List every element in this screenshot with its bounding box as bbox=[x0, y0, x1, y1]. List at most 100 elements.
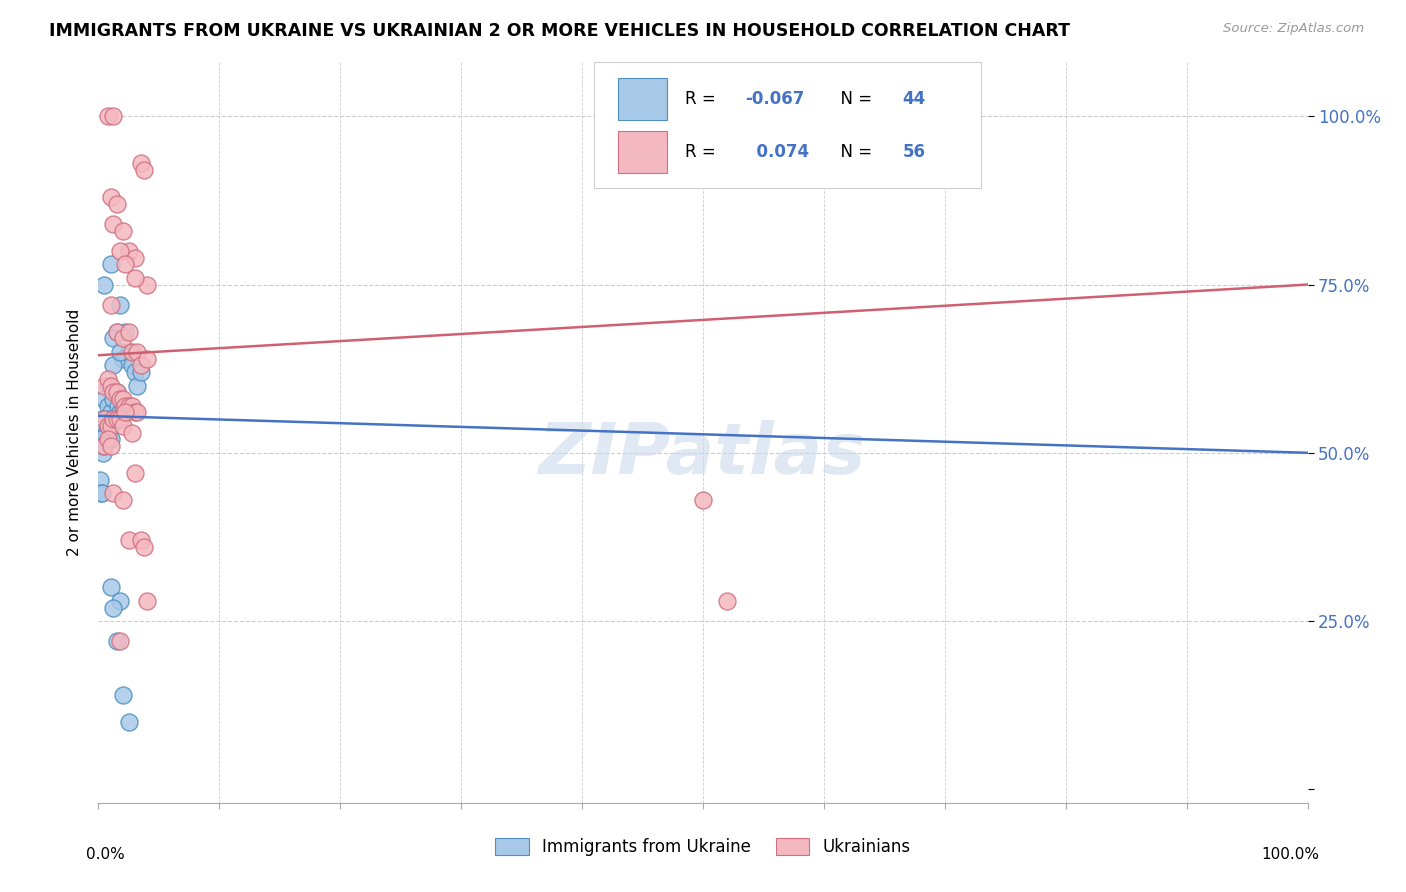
Point bbox=[101, 392, 124, 406]
Point bbox=[93, 392, 115, 406]
Point bbox=[108, 412, 131, 426]
Point bbox=[97, 418, 120, 433]
Point bbox=[97, 418, 120, 433]
Point bbox=[114, 399, 136, 413]
Point bbox=[108, 405, 131, 419]
Text: N =: N = bbox=[830, 90, 877, 108]
Point bbox=[134, 540, 156, 554]
Point bbox=[94, 425, 117, 440]
Point bbox=[108, 634, 131, 648]
Point bbox=[97, 399, 120, 413]
Point bbox=[111, 331, 134, 345]
Point bbox=[93, 439, 115, 453]
Point bbox=[124, 466, 146, 480]
Point bbox=[121, 344, 143, 359]
Point bbox=[127, 378, 149, 392]
Point bbox=[108, 594, 131, 608]
Point bbox=[124, 365, 146, 379]
Text: R =: R = bbox=[685, 90, 721, 108]
Point bbox=[100, 418, 122, 433]
Point bbox=[97, 433, 120, 447]
Point bbox=[108, 244, 131, 258]
Point bbox=[101, 385, 124, 400]
Point bbox=[93, 439, 115, 453]
Point bbox=[105, 196, 128, 211]
Point bbox=[100, 405, 122, 419]
Point bbox=[101, 600, 124, 615]
Point bbox=[105, 325, 128, 339]
Point bbox=[121, 425, 143, 440]
Text: 56: 56 bbox=[903, 143, 925, 161]
Point bbox=[100, 439, 122, 453]
Point bbox=[121, 359, 143, 373]
Point bbox=[108, 298, 131, 312]
Point bbox=[91, 446, 114, 460]
Point bbox=[124, 251, 146, 265]
Point bbox=[100, 257, 122, 271]
Point bbox=[135, 351, 157, 366]
Point bbox=[124, 405, 146, 419]
FancyBboxPatch shape bbox=[595, 62, 981, 188]
Point bbox=[114, 405, 136, 419]
Point bbox=[91, 412, 114, 426]
Point bbox=[129, 359, 152, 373]
Point bbox=[111, 224, 134, 238]
Point bbox=[135, 594, 157, 608]
Point bbox=[107, 399, 129, 413]
Text: IMMIGRANTS FROM UKRAINE VS UKRAINIAN 2 OR MORE VEHICLES IN HOUSEHOLD CORRELATION: IMMIGRANTS FROM UKRAINE VS UKRAINIAN 2 O… bbox=[49, 22, 1070, 40]
Point bbox=[100, 581, 122, 595]
Point bbox=[100, 190, 122, 204]
Point bbox=[114, 257, 136, 271]
Point bbox=[118, 533, 141, 548]
Point bbox=[97, 372, 120, 386]
Point bbox=[100, 433, 122, 447]
Point bbox=[118, 714, 141, 729]
Point bbox=[93, 378, 115, 392]
Point bbox=[93, 412, 115, 426]
Point bbox=[96, 412, 118, 426]
Text: 44: 44 bbox=[903, 90, 925, 108]
Point bbox=[100, 298, 122, 312]
Text: 0.0%: 0.0% bbox=[86, 847, 125, 863]
Point bbox=[108, 344, 131, 359]
Point bbox=[98, 425, 121, 440]
Text: 100.0%: 100.0% bbox=[1261, 847, 1320, 863]
Point bbox=[105, 385, 128, 400]
Point bbox=[93, 277, 115, 292]
Point bbox=[716, 594, 738, 608]
Point bbox=[105, 412, 128, 426]
Point bbox=[118, 325, 141, 339]
Point bbox=[101, 412, 124, 426]
Point bbox=[101, 109, 124, 123]
Point bbox=[118, 344, 141, 359]
Text: R =: R = bbox=[685, 143, 721, 161]
Point bbox=[97, 378, 120, 392]
Legend: Immigrants from Ukraine, Ukrainians: Immigrants from Ukraine, Ukrainians bbox=[486, 830, 920, 865]
Point bbox=[101, 217, 124, 231]
Point bbox=[111, 418, 134, 433]
Point bbox=[101, 359, 124, 373]
Point bbox=[134, 163, 156, 178]
Point bbox=[101, 486, 124, 500]
Point bbox=[111, 492, 134, 507]
FancyBboxPatch shape bbox=[619, 78, 666, 120]
Point bbox=[129, 533, 152, 548]
Point bbox=[105, 325, 128, 339]
Point bbox=[91, 439, 114, 453]
Point bbox=[105, 385, 128, 400]
Point bbox=[111, 351, 134, 366]
Text: N =: N = bbox=[830, 143, 877, 161]
Point bbox=[111, 399, 134, 413]
Point bbox=[127, 344, 149, 359]
FancyBboxPatch shape bbox=[619, 131, 666, 173]
Point bbox=[121, 399, 143, 413]
Point bbox=[129, 156, 152, 170]
Point bbox=[118, 244, 141, 258]
Point bbox=[127, 405, 149, 419]
Y-axis label: 2 or more Vehicles in Household: 2 or more Vehicles in Household bbox=[67, 309, 83, 557]
Point bbox=[93, 418, 115, 433]
Point bbox=[114, 405, 136, 419]
Point bbox=[90, 486, 112, 500]
Point bbox=[90, 433, 112, 447]
Point bbox=[118, 399, 141, 413]
